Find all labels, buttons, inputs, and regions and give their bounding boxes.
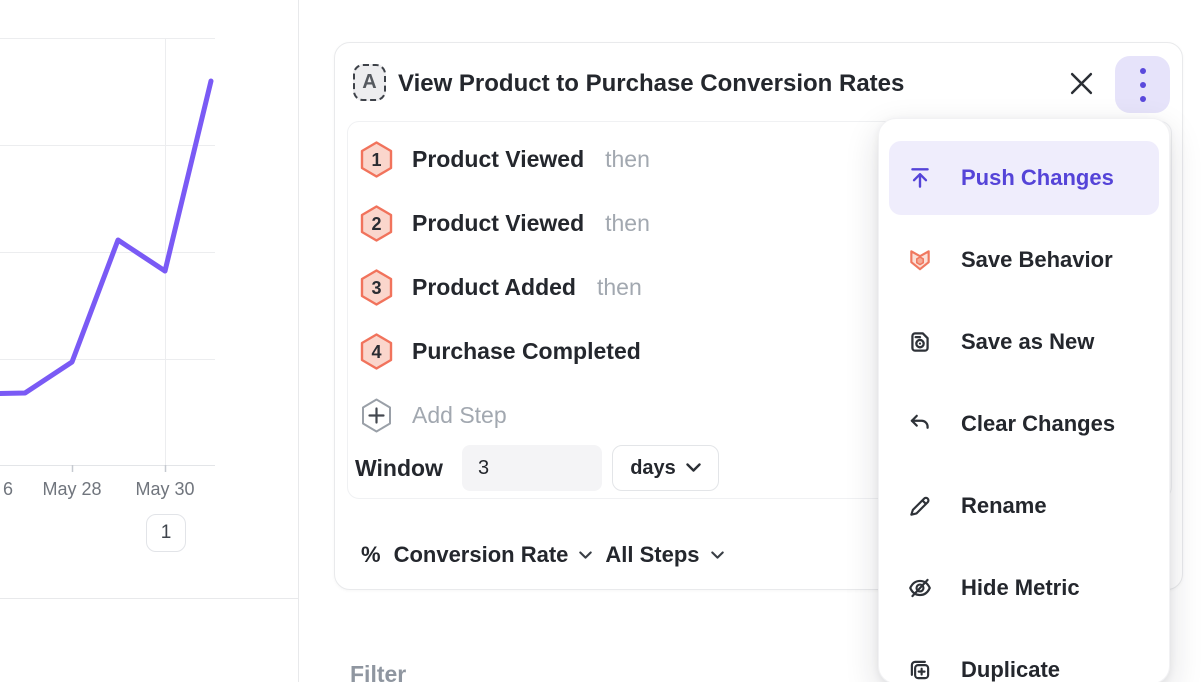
funnel-step-1[interactable]: 1 Product Viewed then <box>360 139 650 179</box>
kebab-menu-button[interactable] <box>1115 56 1170 113</box>
step-1-hexagon-icon: 1 <box>360 140 393 178</box>
metric-type-dropdown[interactable]: Conversion Rate <box>394 542 593 568</box>
conversion-chart <box>0 38 215 472</box>
metric-letter-badge[interactable]: A <box>353 64 386 101</box>
kebab-dot <box>1139 81 1146 88</box>
menu-item-label: Hide Metric <box>961 575 1080 600</box>
funnel-step-2[interactable]: 2 Product Viewed then <box>360 203 650 243</box>
close-button[interactable] <box>1063 65 1099 101</box>
hide-metric-eye-off-icon <box>907 575 933 601</box>
step-suffix: then <box>605 145 650 172</box>
save-as-new-icon <box>907 329 933 355</box>
percent-icon: % <box>361 542 381 567</box>
funnel-step-4[interactable]: 4 Purchase Completed <box>360 331 662 371</box>
window-unit-label: days <box>630 456 676 479</box>
menu-item-label: Rename <box>961 493 1047 518</box>
x-tick-may28: May 28 <box>42 479 102 499</box>
funnel-step-3[interactable]: 3 Product Added then <box>360 267 642 307</box>
menu-item-label: Duplicate <box>961 657 1061 682</box>
add-step-plus-icon <box>360 397 393 434</box>
rename-icon <box>907 493 933 519</box>
step-label: Product Viewed <box>412 145 585 172</box>
conversion-line <box>0 78 214 397</box>
window-label: Window <box>355 454 443 481</box>
pagination-page-1-button[interactable]: 1 <box>146 514 186 552</box>
menu-item-save-as-new[interactable]: Save as New <box>889 301 1159 383</box>
horizontal-divider <box>0 598 298 599</box>
kebab-dot <box>1139 67 1146 74</box>
menu-item-push-changes[interactable]: Push Changes <box>889 141 1159 215</box>
steps-scope-label: All Steps <box>605 542 700 567</box>
menu-item-label: Save Behavior <box>961 247 1113 272</box>
steps-scope-dropdown[interactable]: All Steps <box>605 542 724 568</box>
push-changes-icon <box>907 165 933 191</box>
step-label: Product Added <box>412 273 576 300</box>
window-value-input[interactable] <box>462 445 602 491</box>
kebab-dot <box>1139 95 1146 102</box>
window-unit-dropdown[interactable]: days <box>612 445 719 491</box>
chevron-down-icon <box>579 550 593 559</box>
filter-section-heading: Filter <box>350 661 407 682</box>
menu-item-label: Save as New <box>961 329 1095 354</box>
step-2-hexagon-icon: 2 <box>360 204 393 242</box>
vertical-divider <box>298 0 299 682</box>
metric-type-label: Conversion Rate <box>393 542 569 567</box>
step-4-hexagon-icon: 4 <box>360 332 393 370</box>
x-tick-may30: May 30 <box>135 479 195 499</box>
menu-item-clear-changes[interactable]: Clear Changes <box>889 383 1159 465</box>
clear-changes-icon <box>907 411 933 437</box>
close-icon <box>1070 72 1092 94</box>
funnel-steps-card: 1 Product Viewed then 2 Product Viewed t… <box>347 121 1172 499</box>
chevron-down-icon <box>710 550 724 559</box>
add-step-label: Add Step <box>412 401 507 428</box>
menu-item-label: Push Changes <box>961 165 1114 190</box>
x-tick-may26: 6 <box>2 479 13 499</box>
menu-item-rename[interactable]: Rename <box>889 465 1159 547</box>
metric-context-menu: Push Changes Save Behavior Save as N <box>878 118 1170 682</box>
menu-item-hide-metric[interactable]: Hide Metric <box>889 547 1159 629</box>
add-step-button[interactable]: Add Step <box>360 395 507 435</box>
step-label: Purchase Completed <box>412 337 641 364</box>
chevron-down-icon <box>686 463 701 472</box>
step-label: Product Viewed <box>412 209 585 236</box>
menu-item-save-behavior[interactable]: Save Behavior <box>889 219 1159 301</box>
metric-type-row: % Conversion Rate All Steps <box>361 535 724 575</box>
window-row: Window days <box>355 445 719 491</box>
duplicate-icon <box>907 657 933 682</box>
step-3-hexagon-icon: 3 <box>360 268 393 306</box>
save-behavior-icon <box>907 247 933 273</box>
menu-item-duplicate[interactable]: Duplicate <box>889 629 1159 682</box>
step-suffix: then <box>596 273 642 300</box>
panel-title: View Product to Purchase Conversion Rate… <box>398 70 905 97</box>
step-suffix: then <box>605 209 650 236</box>
menu-item-label: Clear Changes <box>961 411 1116 436</box>
